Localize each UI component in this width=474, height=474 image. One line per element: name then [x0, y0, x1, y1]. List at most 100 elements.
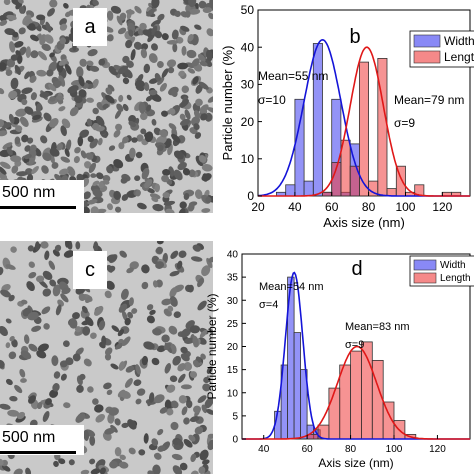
nanoparticle — [29, 144, 37, 152]
nanoparticle — [28, 395, 36, 404]
nanoparticle — [151, 438, 159, 446]
nanoparticle — [8, 113, 15, 124]
nanoparticle — [113, 190, 122, 200]
histogram-bar-width — [274, 410, 282, 440]
nanoparticle — [21, 98, 28, 106]
nanoparticle — [24, 71, 31, 80]
nanoparticle — [113, 159, 124, 169]
nanoparticle — [193, 405, 201, 414]
nanoparticle — [49, 52, 55, 58]
nanoparticle — [209, 0, 213, 9]
nanoparticle — [3, 0, 11, 6]
nanoparticle — [63, 250, 75, 258]
nanoparticle — [0, 161, 11, 169]
nanoparticle — [194, 189, 203, 200]
nanoparticle — [14, 136, 21, 145]
nanoparticle — [144, 179, 153, 189]
nanoparticle — [0, 325, 8, 337]
nanoparticle — [195, 155, 204, 167]
nanoparticle — [90, 206, 99, 213]
x-tick-label: 60 — [302, 444, 314, 455]
nanoparticle — [0, 166, 7, 175]
nanoparticle — [131, 137, 138, 143]
nanoparticle — [192, 76, 199, 85]
nanoparticle — [44, 250, 50, 261]
nanoparticle — [120, 177, 128, 184]
y-tick-label: 0 — [232, 435, 238, 446]
nanoparticle — [118, 142, 125, 150]
nanoparticle — [52, 284, 61, 297]
nanoparticle — [69, 106, 79, 117]
nanoparticle — [148, 89, 158, 96]
fit-curve-length — [242, 345, 470, 440]
tem-particles-c — [0, 241, 213, 474]
nanoparticle — [110, 363, 119, 370]
nanoparticle — [0, 289, 11, 298]
nanoparticle — [14, 384, 23, 394]
nanoparticle — [177, 162, 187, 171]
nanoparticle — [159, 82, 167, 92]
nanoparticle — [128, 297, 134, 306]
x-tick-label: 80 — [345, 444, 357, 455]
nanoparticle — [65, 357, 74, 366]
nanoparticle — [141, 355, 149, 366]
nanoparticle — [106, 10, 114, 21]
nanoparticle — [197, 53, 206, 63]
nanoparticle — [150, 93, 162, 102]
nanoparticle — [114, 418, 121, 426]
nanoparticle — [183, 362, 193, 371]
legend-label-length: Length — [444, 50, 474, 64]
nanoparticle — [181, 406, 188, 416]
nanoparticle — [14, 64, 21, 75]
nanoparticle — [190, 453, 197, 462]
nanoparticle — [105, 87, 113, 95]
nanoparticle — [110, 5, 122, 14]
nanoparticle — [83, 358, 92, 367]
nanoparticle — [90, 467, 102, 474]
nanoparticle — [43, 323, 50, 330]
nanoparticle — [12, 31, 19, 38]
nanoparticle — [161, 33, 169, 41]
nanoparticle — [92, 398, 99, 405]
nanoparticle — [99, 467, 106, 474]
nanoparticle — [85, 296, 93, 304]
nanoparticle — [87, 386, 94, 393]
nanoparticle — [182, 167, 191, 176]
nanoparticle — [0, 88, 5, 95]
nanoparticle — [171, 133, 181, 143]
nanoparticle — [150, 19, 161, 27]
nanoparticle — [56, 95, 64, 101]
nanoparticle — [45, 21, 52, 33]
annotation-text: Mean=55 nm — [258, 69, 328, 83]
nanoparticle — [39, 91, 50, 98]
nanoparticle — [166, 384, 176, 393]
nanoparticle — [124, 317, 131, 326]
nanoparticle — [24, 145, 31, 152]
nanoparticle — [197, 277, 204, 288]
nanoparticle — [197, 395, 207, 403]
nanoparticle — [138, 101, 146, 114]
nanoparticle — [161, 110, 168, 117]
nanoparticle — [151, 357, 160, 366]
nanoparticle — [9, 41, 16, 53]
nanoparticle — [154, 30, 163, 39]
nanoparticle — [208, 328, 213, 338]
nanoparticle — [207, 107, 213, 113]
nanoparticle — [199, 449, 209, 461]
nanoparticle — [76, 384, 84, 393]
nanoparticle — [27, 245, 34, 252]
nanoparticle — [11, 339, 18, 348]
nanoparticle — [118, 461, 129, 469]
nanoparticle — [128, 447, 136, 455]
nanoparticle — [103, 382, 112, 390]
nanoparticle — [53, 460, 59, 467]
nanoparticle — [72, 353, 81, 362]
nanoparticle — [139, 22, 147, 31]
nanoparticle — [24, 153, 32, 160]
nanoparticle — [135, 151, 143, 159]
nanoparticle — [200, 113, 208, 121]
nanoparticle — [173, 150, 184, 160]
nanoparticle — [169, 375, 178, 383]
